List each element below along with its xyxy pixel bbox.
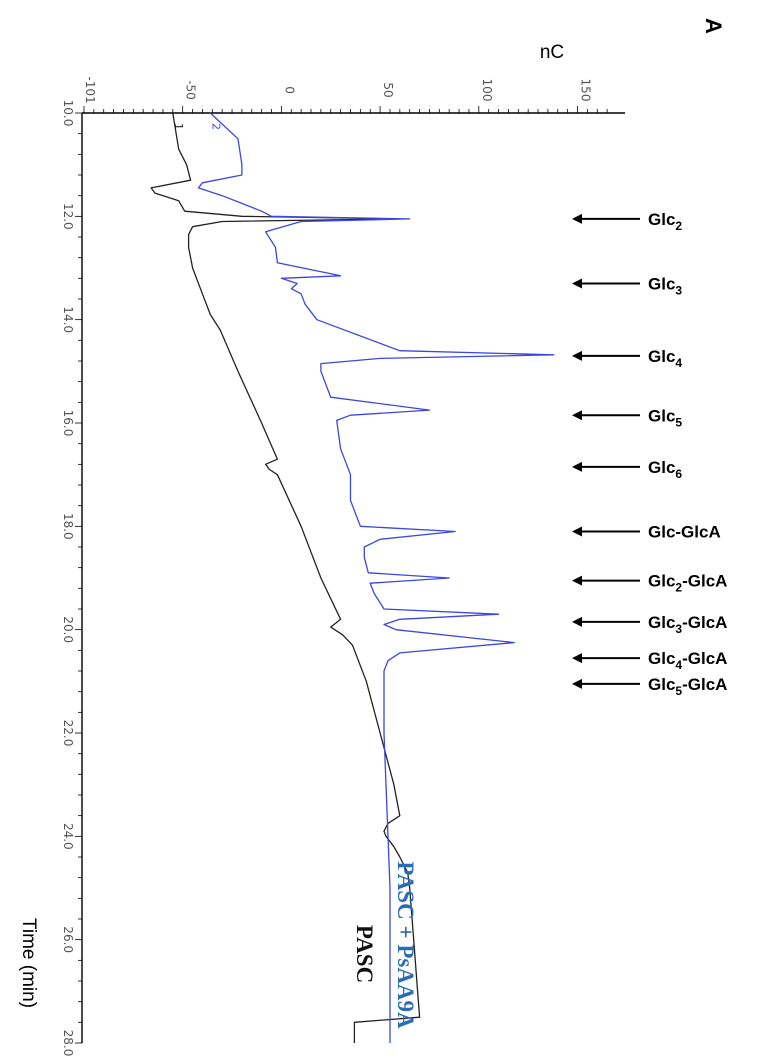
peak-label-base: Glc xyxy=(648,675,675,694)
value-tick-label: -101 xyxy=(83,76,97,103)
annotation-arrowhead xyxy=(572,410,582,421)
peak-label-base: Glc xyxy=(648,572,675,591)
peak-label-subscript: 4 xyxy=(675,356,682,370)
peak-label-suffix: -GlcA xyxy=(682,572,727,591)
time-tick-label: 28.0 xyxy=(61,1030,75,1057)
annotation-arrowhead xyxy=(572,678,582,689)
value-tick-label: 100 xyxy=(480,79,494,102)
peak-annotation: Glc2-GlcA xyxy=(572,572,727,595)
peak-label-subscript: 3 xyxy=(675,622,682,636)
peak-annotations: Glc2Glc3Glc4Glc5Glc6Glc-GlcAGlc2-GlcAGlc… xyxy=(572,210,727,698)
panel-letter: A xyxy=(701,18,726,34)
peak-annotation: Glc-GlcA xyxy=(572,523,721,542)
peak-label: Glc2-GlcA xyxy=(648,572,727,595)
time-tick-label: 26.0 xyxy=(61,926,75,953)
series-line-pasc xyxy=(150,112,421,1043)
value-tick-label: 150 xyxy=(579,79,593,102)
peak-label-subscript: 5 xyxy=(675,415,682,429)
peak-label-base: Glc xyxy=(648,458,675,477)
peak-label-subscript: 4 xyxy=(675,658,682,672)
peak-annotation: Glc2 xyxy=(572,210,682,233)
series-label-pasc: PASC xyxy=(352,925,377,983)
peak-label-subscript: 2 xyxy=(675,219,682,233)
annotation-arrowhead xyxy=(572,616,582,627)
value-tick-label: 0 xyxy=(282,86,296,94)
series-line-pasc-psaa9a xyxy=(197,112,555,1043)
peak-annotation: Glc3 xyxy=(572,275,682,298)
peak-label-subscript: 6 xyxy=(675,467,682,481)
peak-annotation: Glc5-GlcA xyxy=(572,675,727,698)
peak-label: Glc4-GlcA xyxy=(648,649,727,672)
peak-label-base: Glc-GlcA xyxy=(648,523,721,542)
peak-annotation: Glc5 xyxy=(572,406,682,429)
time-tick-label: 16.0 xyxy=(61,410,75,437)
annotation-arrowhead xyxy=(572,350,582,361)
x-axis-title: Time (min) xyxy=(18,918,39,1008)
series-label-pasc-psaa9a: PASC + PsAA9A xyxy=(393,861,418,1029)
peak-label-suffix: -GlcA xyxy=(682,649,727,668)
annotation-arrowhead xyxy=(572,575,582,586)
annotation-arrowhead xyxy=(572,526,582,537)
annotation-arrowhead xyxy=(572,653,582,664)
peak-label-base: Glc xyxy=(648,210,675,229)
time-tick-label: 22.0 xyxy=(61,720,75,747)
peak-label-base: Glc xyxy=(648,275,675,294)
peak-label: Glc5-GlcA xyxy=(648,675,727,698)
series-curve-number: 2 xyxy=(209,123,222,130)
annotation-arrowhead xyxy=(572,278,582,289)
peak-label-base: Glc xyxy=(648,649,675,668)
peak-label: Glc-GlcA xyxy=(648,523,721,542)
peak-label: Glc5 xyxy=(648,406,682,429)
peak-annotation: Glc3-GlcA xyxy=(572,613,727,636)
time-tick-label: 10.0 xyxy=(61,100,75,127)
value-tick-label: 50 xyxy=(381,82,395,97)
y-axis-title: nC xyxy=(540,42,564,63)
time-tick-label: 14.0 xyxy=(61,306,75,333)
annotation-arrowhead xyxy=(572,461,582,472)
peak-annotation: Glc4 xyxy=(572,347,682,370)
peak-label: Glc4 xyxy=(648,347,682,370)
peak-label: Glc3 xyxy=(648,275,682,298)
peak-label: Glc2 xyxy=(648,210,682,233)
time-tick-label: 20.0 xyxy=(61,616,75,643)
peak-annotation: Glc6 xyxy=(572,458,682,481)
series-curve-number: 1 xyxy=(172,123,185,130)
time-tick-label: 12.0 xyxy=(61,203,75,230)
peak-label-subscript: 3 xyxy=(675,284,682,298)
peak-label-subscript: 5 xyxy=(675,684,682,698)
chart-axes: -101 -50 0 50 100 150 10.0 12.0 14.0 16.0 18.0 20.0… xyxy=(61,76,625,1056)
peak-label-base: Glc xyxy=(648,406,675,425)
peak-label: Glc3-GlcA xyxy=(648,613,727,636)
annotation-arrowhead xyxy=(572,213,582,224)
time-tick-label: 24.0 xyxy=(61,823,75,850)
peak-label-suffix: -GlcA xyxy=(682,675,727,694)
peak-label-base: Glc xyxy=(648,613,675,632)
time-tick-label: 18.0 xyxy=(61,513,75,540)
peak-label-base: Glc xyxy=(648,347,675,366)
peak-label-subscript: 2 xyxy=(675,581,682,595)
peak-label: Glc6 xyxy=(648,458,682,481)
value-tick-label: -50 xyxy=(184,80,198,100)
peak-label-suffix: -GlcA xyxy=(682,613,727,632)
peak-annotation: Glc4-GlcA xyxy=(572,649,727,672)
